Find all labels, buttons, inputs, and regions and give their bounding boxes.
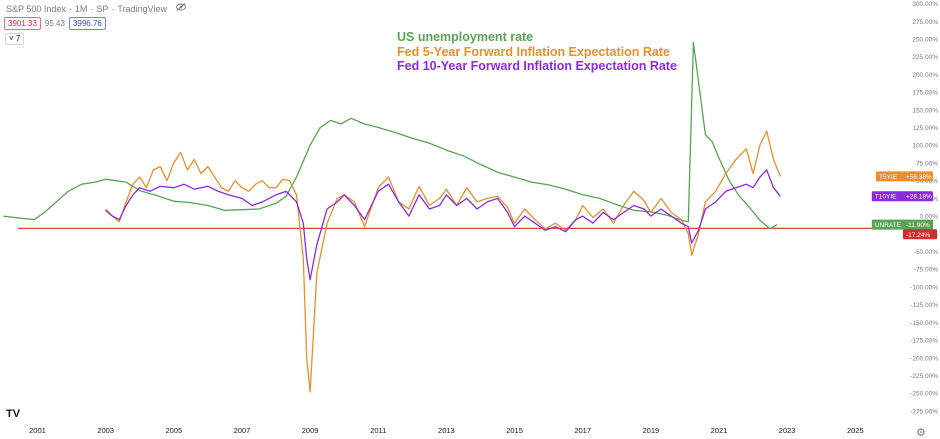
y-axis-ticks: 300.00% 275.00% 250.00% 225.00% 200.00% 175.0… [910,1,938,415]
x-tick-label: 2021 [711,426,728,435]
price-row: 3901.33 95.43 3996.76 [4,17,106,30]
baseline-tag-value: -17.24% [906,232,930,239]
chart-legend: US unemployment rate Fed 5-Year Forward … [397,30,677,74]
y-tick-label: 250.00% [912,36,938,43]
y-tick-label: -50.00% [914,249,938,256]
unrate-tag [871,219,933,230]
gear-icon[interactable]: ⚙ [916,427,926,439]
t10yie-tag-value: +28.18% [906,194,932,201]
y-tick-label: -225.00% [910,373,938,380]
unrate-tag-value: -11.90% [906,222,930,229]
y-tick-label: -275.00% [910,408,938,415]
indicators-collapse-button[interactable]: ˅ 7 [5,33,25,45]
x-tick-label: 2001 [29,426,46,435]
baseline-tag [903,229,937,240]
bid-price[interactable]: 3901.33 [4,17,41,30]
x-tick-label: 2013 [438,426,455,435]
x-axis-ticks: 2001 2003 2005 2007 2009 2011 2013 2015 2017 2019… [29,426,863,435]
symbol-header[interactable]: S&P 500 Index · 1M · SP · TradingView [6,4,167,14]
t5yie-tag [876,171,933,182]
unrate-tag-name: UNRATE [875,222,902,229]
tradingview-logo[interactable]: TV [6,408,21,420]
series-line-unrate [3,41,778,230]
y-tick-label: 125.00% [912,125,938,132]
y-tick-label: -75.00% [914,267,938,274]
y-tick-label: -150.00% [910,320,938,327]
legend-unemployment: US unemployment rate [397,30,534,44]
y-tick-label: 300.00% [912,1,938,8]
series-line-t5yie [105,130,781,393]
x-tick-label: 2019 [642,426,659,435]
x-tick-label: 2025 [847,426,864,435]
y-tick-label: 75.00% [916,160,938,167]
t10yie-tag-name: T10YIE [875,194,897,201]
x-tick-label: 2009 [302,426,319,435]
t5yie-tag-value: +56.38% [906,174,932,181]
y-tick-label: 0.00% [920,214,939,221]
ask-price[interactable]: 3996.76 [68,17,106,30]
interval: 1M [74,4,88,14]
x-tick-label: 2005 [165,426,182,435]
y-tick-label: 50.00% [916,178,938,185]
y-tick-label: 225.00% [912,54,938,61]
y-tick-label: 150.00% [912,107,938,114]
y-tick-label: 200.00% [912,72,938,79]
spread: 95.43 [44,19,65,28]
x-tick-label: 2003 [97,426,114,435]
y-tick-label: -125.00% [910,302,938,309]
exchange: SP [96,4,109,14]
y-tick-label: 275.00% [912,19,938,26]
y-tick-label: -100.00% [910,284,938,291]
legend-5yr-inflation: Fed 5-Year Forward Inflation Expectation… [397,44,670,59]
x-tick-label: 2023 [779,426,796,435]
y-tick-label: -200.00% [910,355,938,362]
y-tick-label: -175.00% [910,338,938,345]
series-layer [3,41,781,393]
x-tick-label: 2017 [574,426,591,435]
price-scale-tags: T5YIE +56.38% T10YIE +28.18% UNRATE -11.90% -1… [871,171,937,240]
data-source: TradingView [117,4,167,14]
y-tick-label: -250.00% [910,391,938,398]
y-tick-label: 175.00% [912,90,938,97]
symbol-name: S&P 500 Index [6,4,66,14]
t10yie-tag [871,191,933,202]
x-tick-label: 2011 [370,426,386,435]
eye-icon[interactable] [176,3,186,11]
x-tick-label: 2015 [506,426,523,435]
legend-10yr-inflation: Fed 10-Year Forward Inflation Expectatio… [397,59,677,73]
x-tick-label: 2007 [234,426,251,435]
t5yie-tag-name: T5YIE [879,174,898,181]
series-line-t10yie [105,169,781,281]
y-tick-label: 100.00% [912,143,938,150]
